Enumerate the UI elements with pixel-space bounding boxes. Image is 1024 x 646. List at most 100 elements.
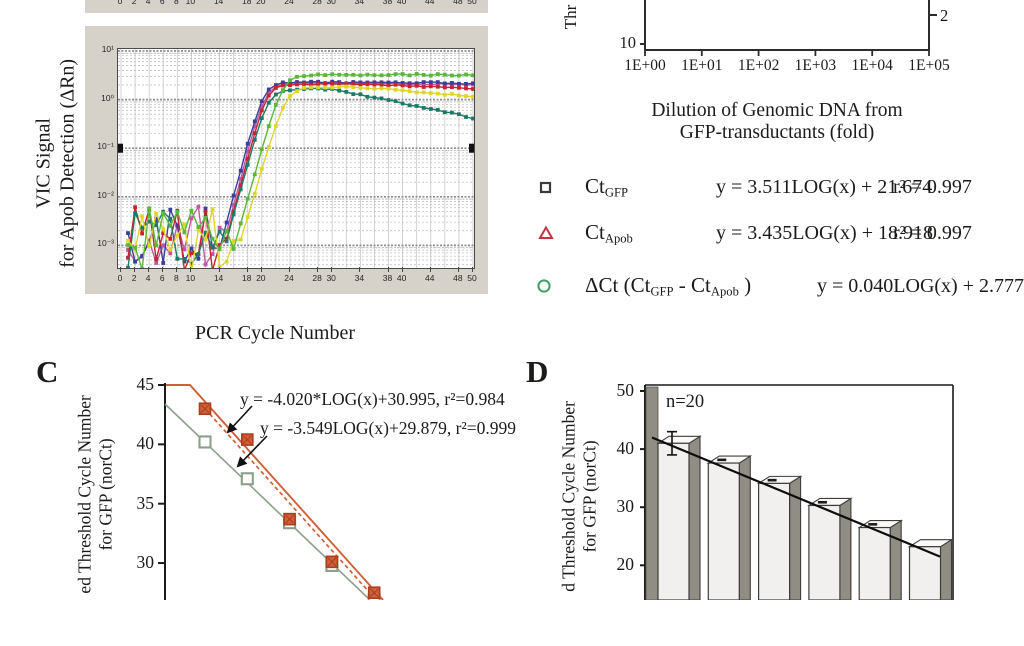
legend-label-deltact-p2: ) — [738, 273, 752, 297]
vic-x-tick-mark — [134, 267, 136, 272]
strip-x-tick-label: 10 — [185, 0, 196, 6]
dilution-x-tick-label: 1E+00 — [624, 57, 666, 74]
dilution-x-tick-label: 1E+02 — [737, 57, 780, 74]
vic-amplification-panel: 10¹ 10⁰ 10⁻¹ 10⁻² 10⁻³ 0 2 4 6 8 10 14 18 20 24 28 30 34 3… — [85, 26, 488, 294]
vic-x-tick-mark — [288, 267, 290, 272]
vic-x-tick-label: 50 — [467, 273, 477, 283]
legend-label-ctgfp-main: Ct — [585, 174, 605, 198]
vic-x-tick-mark — [246, 267, 248, 272]
panel-c-ylabel-line2: for GFP (norCt) — [96, 438, 116, 551]
strip-x-tick-label: 4 — [145, 0, 151, 6]
dilution-y-axis-label-fragment: Thr — [561, 4, 580, 30]
vic-x-tick-label: 0 — [117, 273, 123, 283]
vic-x-tick-mark — [148, 267, 150, 272]
strip-x-tick-label: 48 — [453, 0, 463, 6]
vic-y-tick-label: 10⁰ — [101, 92, 114, 103]
strip-x-tick-label: 8 — [173, 0, 179, 6]
vic-x-tick-mark — [218, 267, 220, 272]
legend-label-deltact: ΔCt (CtGFP - CtApob ) — [585, 273, 751, 300]
error-bar-cap — [717, 458, 727, 462]
vic-x-tick-label: 6 — [159, 273, 165, 283]
error-bar-cap — [868, 523, 878, 526]
panel-d-bar — [706, 455, 753, 600]
vic-x-tick-mark — [472, 267, 473, 272]
strip-x-tick-label: 2 — [131, 0, 137, 6]
dilution-plot-axes — [640, 0, 940, 58]
error-bar-cap — [767, 478, 777, 482]
panel-c-ylabel-line1: ed Threshold Cycle Number — [74, 395, 95, 594]
strip-x-tick-label: 0 — [117, 0, 123, 6]
dilution-x-tick-label: 1E+01 — [681, 57, 723, 74]
panel-d-trend-line — [651, 436, 941, 558]
vic-series-yellow — [126, 84, 474, 268]
panel-c-orange-solid-line — [166, 384, 384, 600]
panel-c-y-tick-label: 40 — [136, 433, 155, 454]
dilution-right-y-tick-label: 2 — [940, 6, 949, 25]
panel-c-equation-2: y = -3.549LOG(x)+29.879, r²=0.999 — [260, 418, 517, 438]
open-square-icon — [539, 181, 552, 194]
vic-x-tick-mark — [176, 267, 178, 272]
open-circle-icon — [537, 279, 551, 293]
strip-x-tick-label: 18 — [241, 0, 252, 6]
vic-y-axis-label: VIC Signal for Apob Detection (ΔRn) — [32, 13, 81, 313]
panel-d-annotation: n=20 — [666, 392, 705, 412]
vic-x-tick-label: 18 — [241, 273, 252, 283]
panel-c-arrow-2 — [236, 435, 268, 468]
threshold-handle-right — [469, 143, 474, 153]
vic-x-tick-mark — [387, 267, 389, 272]
strip-x-tick-label: 14 — [213, 0, 224, 6]
legend-r2-ctgfp: r² = 0.997 — [893, 176, 972, 198]
strip-x-tick-label: 50 — [467, 0, 477, 6]
threshold-handle-left — [118, 143, 123, 153]
dilution-x-axis-caption: Dilution of Genomic DNA from GFP-transdu… — [562, 100, 992, 144]
panel-d-y-tick-label: 20 — [616, 554, 635, 575]
dilution-x-tick-label: 1E+04 — [851, 57, 893, 74]
panel-c-y-axis-label: ed Threshold Cycle Number for GFP (norCt… — [75, 344, 118, 644]
vic-x-tick-label: 20 — [256, 273, 266, 283]
panel-d-bar — [807, 497, 853, 600]
panel-d-y-tick-label: 40 — [616, 438, 635, 459]
vic-x-tick-mark — [190, 267, 192, 272]
strip-x-tick-label: 44 — [425, 0, 435, 6]
legend-label-ctapob: CtApob — [585, 220, 633, 247]
dilution-caption-line2: GFP-transductants (fold) — [679, 121, 875, 143]
legend-label-deltact-s1: Apob — [710, 284, 739, 299]
strip-x-tick-label: 6 — [159, 0, 165, 6]
legend-eq-deltact: y = 0.040LOG(x) + 2.777 — [817, 275, 1024, 297]
legend-label-ctapob-sub: Apob — [604, 231, 633, 246]
legend-marker-square — [539, 181, 552, 194]
vic-x-tick-label: 34 — [354, 273, 365, 283]
vic-y-tick-label: 10⁻² — [97, 189, 114, 200]
panel-c-y-tick-label: 30 — [136, 552, 155, 573]
panel-c-orange-dashed-fit — [204, 408, 378, 600]
strip-x-tick-label: 28 — [312, 0, 322, 6]
vic-x-tick-label: 48 — [453, 273, 463, 283]
panel-c-green-point — [198, 435, 212, 449]
dilution-caption-line1: Dilution of Genomic DNA from — [651, 100, 903, 121]
panel-d-bar — [656, 430, 702, 600]
vic-x-tick-label: 14 — [213, 273, 224, 283]
strip-x-tick-label: 40 — [396, 0, 407, 6]
vic-x-tick-mark — [331, 267, 333, 272]
vic-x-tick-label: 24 — [284, 273, 294, 283]
vic-y-axis-label-line2: for Apob Detection (ΔRn) — [57, 58, 79, 268]
legend-label-deltact-p0: ΔCt (Ct — [585, 273, 651, 297]
panel-c-plot — [158, 383, 384, 600]
vic-x-tick-label: 44 — [425, 273, 435, 283]
panel-d-bar — [907, 538, 954, 600]
vic-y-tick-label: 10⁻³ — [97, 238, 114, 249]
vic-x-tick-mark — [162, 267, 164, 272]
panel-d-bar — [756, 475, 803, 600]
legend-r2-ctapob: r² = 0.997 — [893, 222, 972, 244]
vic-x-tick-label: 10 — [185, 273, 196, 283]
vic-x-tick-mark — [457, 267, 459, 272]
vic-x-tick-label: 40 — [396, 273, 407, 283]
vic-y-tick-label: 10⁻¹ — [97, 141, 114, 152]
vic-x-tick-mark — [317, 267, 319, 272]
panel-c-y-tick-label: 35 — [136, 492, 155, 513]
legend-label-deltact-s0: GFP — [650, 284, 674, 299]
panel-d-letter: D — [526, 354, 549, 389]
dilution-axes-svg — [640, 0, 937, 56]
legend-label-ctapob-main: Ct — [585, 220, 605, 244]
vic-x-tick-label: 8 — [173, 273, 179, 283]
